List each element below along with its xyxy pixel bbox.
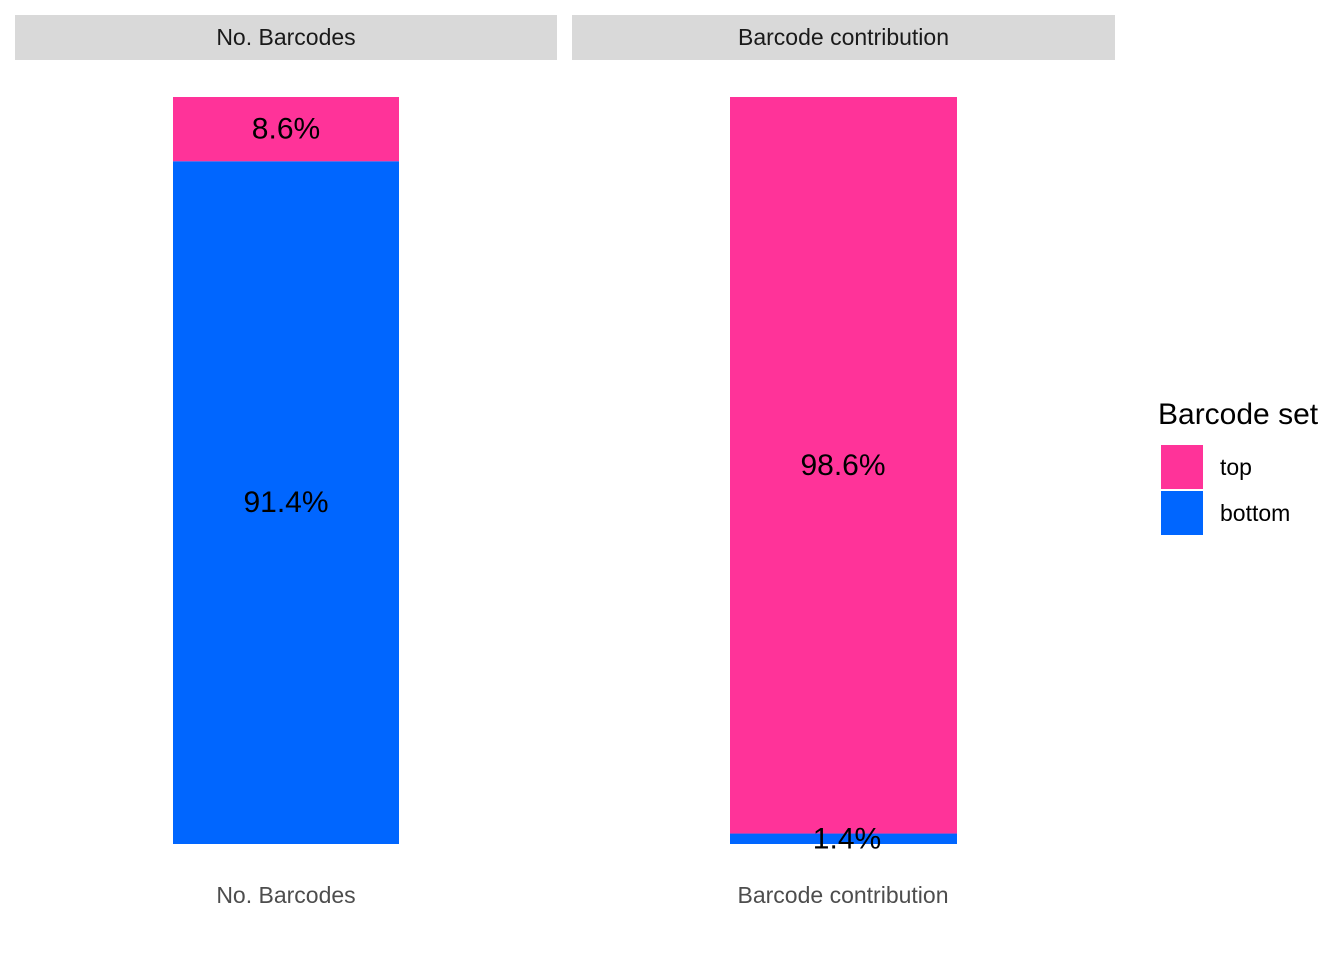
x-tick-label-barcode-contribution: Barcode contribution xyxy=(737,882,949,908)
bar-no-barcodes-bottom xyxy=(173,161,399,844)
legend-key-bottom xyxy=(1161,491,1203,535)
legend-item-top: top xyxy=(1158,444,1318,490)
data-label-no-barcodes-top: 8.6% xyxy=(252,113,320,146)
legend-key-top xyxy=(1161,445,1203,489)
legend: Barcode set top bottom xyxy=(1158,398,1318,536)
legend-title: Barcode set xyxy=(1158,398,1319,431)
facet-strip-barcode-contribution: Barcode contribution xyxy=(572,15,1115,60)
legend-item-bottom: bottom xyxy=(1158,490,1318,536)
legend-label-top: top xyxy=(1220,453,1252,480)
data-label-barcode-contribution-top: 98.6% xyxy=(800,449,885,482)
x-tick-label-no-barcodes: No. Barcodes xyxy=(216,882,356,908)
data-label-barcode-contribution-bottom: 1.4% xyxy=(813,822,881,855)
data-label-no-barcodes-bottom: 91.4% xyxy=(243,486,328,519)
legend-label-bottom: bottom xyxy=(1220,499,1291,526)
bar-barcode-contribution-top xyxy=(730,97,957,834)
bar-no-barcodes-top xyxy=(173,97,399,162)
facet-strip-no-barcodes: No. Barcodes xyxy=(15,15,557,60)
bar-barcode-contribution-bottom xyxy=(730,833,957,844)
